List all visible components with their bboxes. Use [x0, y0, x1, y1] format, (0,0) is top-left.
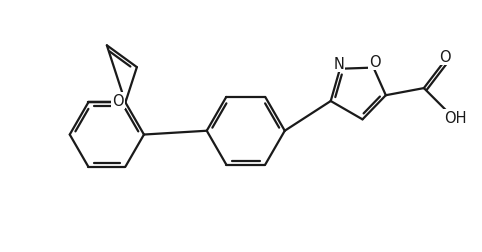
- Text: O: O: [369, 55, 380, 70]
- Text: N: N: [334, 56, 345, 71]
- Text: O: O: [112, 94, 123, 109]
- Text: O: O: [439, 49, 451, 65]
- Text: OH: OH: [444, 111, 467, 125]
